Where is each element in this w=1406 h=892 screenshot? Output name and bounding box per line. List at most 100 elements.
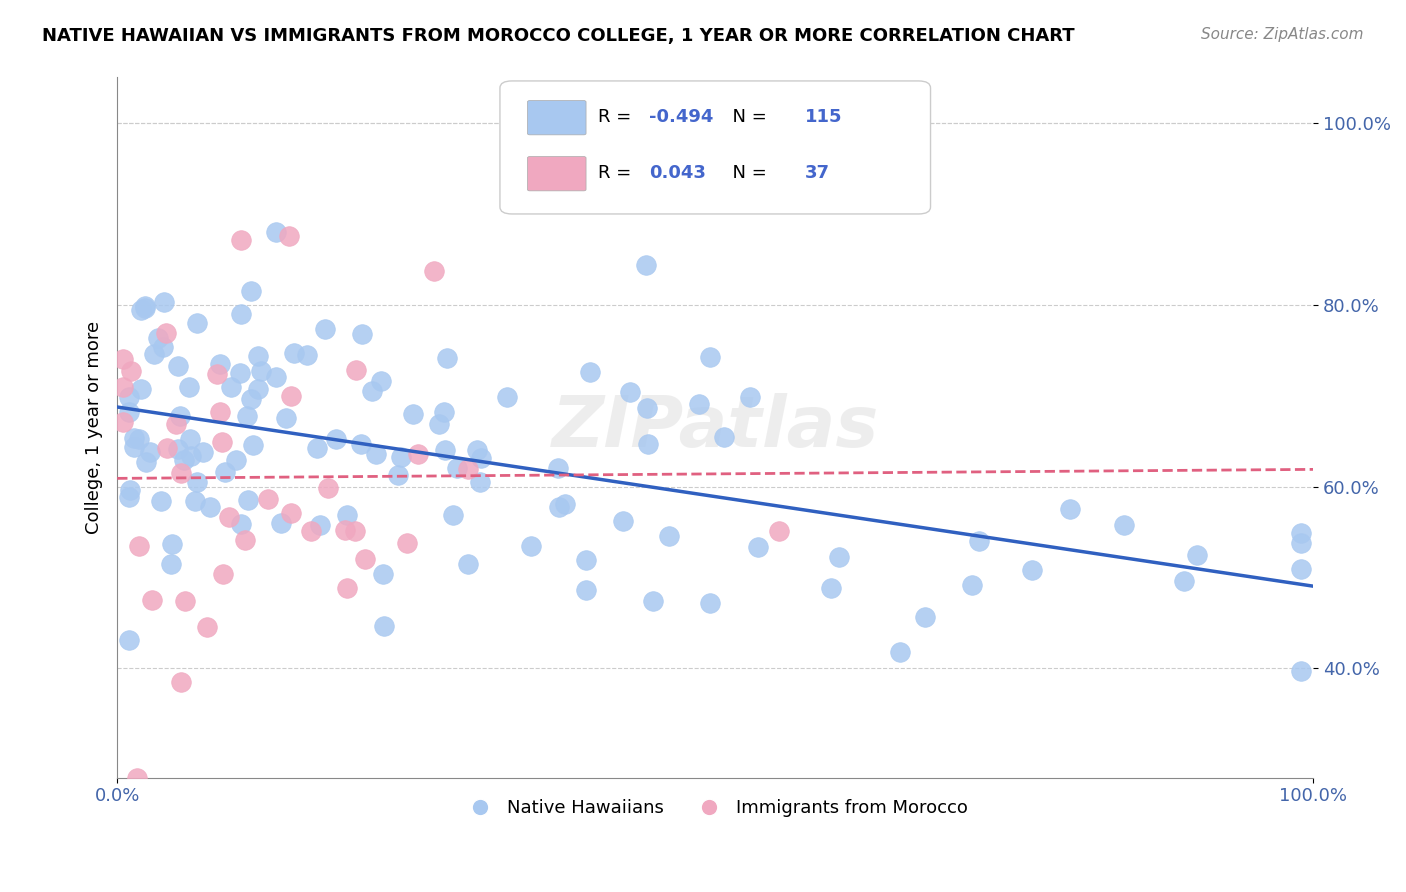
Immigrants from Morocco <box>128 539 150 553</box>
Native Hawaiians <box>688 397 710 411</box>
Immigrants from Morocco <box>173 593 195 607</box>
Native Hawaiians <box>118 390 141 404</box>
Native Hawaiians <box>960 578 983 592</box>
FancyBboxPatch shape <box>527 101 586 135</box>
Native Hawaiians <box>129 303 152 318</box>
Native Hawaiians <box>1187 549 1209 563</box>
Y-axis label: College, 1 year or more: College, 1 year or more <box>86 321 103 534</box>
Native Hawaiians <box>266 369 288 384</box>
Native Hawaiians <box>578 364 600 378</box>
Native Hawaiians <box>465 443 488 458</box>
FancyBboxPatch shape <box>527 157 586 191</box>
Native Hawaiians <box>264 225 287 239</box>
Immigrants from Morocco <box>335 524 357 538</box>
Native Hawaiians <box>373 619 395 633</box>
Native Hawaiians <box>219 380 242 394</box>
Native Hawaiians <box>214 465 236 479</box>
Native Hawaiians <box>242 438 264 452</box>
Immigrants from Morocco <box>170 466 193 480</box>
Native Hawaiians <box>1112 518 1135 533</box>
Immigrants from Morocco <box>212 567 235 582</box>
Text: R =: R = <box>598 164 637 182</box>
Native Hawaiians <box>967 534 990 549</box>
Immigrants from Morocco <box>112 352 135 367</box>
Native Hawaiians <box>160 557 183 571</box>
Text: ZIPatlas: ZIPatlas <box>551 393 879 462</box>
Native Hawaiians <box>169 409 191 423</box>
Native Hawaiians <box>658 529 681 543</box>
Immigrants from Morocco <box>112 380 135 394</box>
Immigrants from Morocco <box>423 263 446 277</box>
Native Hawaiians <box>433 443 456 458</box>
Native Hawaiians <box>231 516 253 531</box>
Text: NATIVE HAWAIIAN VS IMMIGRANTS FROM MOROCCO COLLEGE, 1 YEAR OR MORE CORRELATION C: NATIVE HAWAIIAN VS IMMIGRANTS FROM MOROC… <box>42 27 1074 45</box>
Native Hawaiians <box>314 322 336 336</box>
Native Hawaiians <box>180 449 202 463</box>
Immigrants from Morocco <box>280 389 302 403</box>
Native Hawaiians <box>122 440 145 454</box>
Immigrants from Morocco <box>195 620 218 634</box>
Native Hawaiians <box>118 405 141 419</box>
Native Hawaiians <box>250 364 273 378</box>
Native Hawaiians <box>229 308 252 322</box>
Immigrants from Morocco <box>280 507 302 521</box>
Native Hawaiians <box>636 401 658 415</box>
Immigrants from Morocco <box>156 441 179 455</box>
Native Hawaiians <box>914 610 936 624</box>
Immigrants from Morocco <box>155 326 177 340</box>
Native Hawaiians <box>236 492 259 507</box>
Native Hawaiians <box>200 500 222 514</box>
Native Hawaiians <box>247 382 270 396</box>
Native Hawaiians <box>402 408 425 422</box>
Text: N =: N = <box>721 108 773 127</box>
Native Hawaiians <box>496 390 519 404</box>
Native Hawaiians <box>436 351 458 365</box>
Native Hawaiians <box>209 357 232 371</box>
Native Hawaiians <box>179 380 201 394</box>
Native Hawaiians <box>457 557 479 571</box>
Native Hawaiians <box>1021 563 1043 577</box>
Native Hawaiians <box>352 327 374 342</box>
Native Hawaiians <box>387 467 409 482</box>
Text: -0.494: -0.494 <box>650 108 714 127</box>
Native Hawaiians <box>146 331 169 345</box>
Immigrants from Morocco <box>211 435 233 450</box>
Native Hawaiians <box>699 596 721 610</box>
Native Hawaiians <box>1173 574 1195 588</box>
Native Hawaiians <box>361 384 384 398</box>
Immigrants from Morocco <box>141 593 163 607</box>
Native Hawaiians <box>740 390 762 404</box>
Native Hawaiians <box>713 430 735 444</box>
Native Hawaiians <box>1291 536 1313 550</box>
Native Hawaiians <box>131 382 153 396</box>
Native Hawaiians <box>118 490 141 504</box>
Immigrants from Morocco <box>257 492 280 507</box>
Native Hawaiians <box>699 350 721 364</box>
Native Hawaiians <box>236 409 259 423</box>
Native Hawaiians <box>335 508 357 522</box>
Native Hawaiians <box>118 633 141 648</box>
Immigrants from Morocco <box>125 771 148 785</box>
Immigrants from Morocco <box>344 524 367 538</box>
Native Hawaiians <box>575 582 598 597</box>
Text: Source: ZipAtlas.com: Source: ZipAtlas.com <box>1201 27 1364 42</box>
Immigrants from Morocco <box>354 551 377 566</box>
Native Hawaiians <box>118 483 141 498</box>
Immigrants from Morocco <box>235 533 257 547</box>
Native Hawaiians <box>122 432 145 446</box>
Native Hawaiians <box>134 301 156 316</box>
Native Hawaiians <box>470 475 492 489</box>
Native Hawaiians <box>239 392 262 406</box>
Immigrants from Morocco <box>768 524 790 539</box>
Native Hawaiians <box>229 366 252 380</box>
Immigrants from Morocco <box>277 228 299 243</box>
Native Hawaiians <box>225 452 247 467</box>
Native Hawaiians <box>143 347 166 361</box>
Native Hawaiians <box>1291 562 1313 576</box>
Native Hawaiians <box>350 437 373 451</box>
Native Hawaiians <box>389 450 412 465</box>
Native Hawaiians <box>619 384 641 399</box>
Immigrants from Morocco <box>165 417 187 431</box>
Text: 37: 37 <box>806 164 830 182</box>
Native Hawaiians <box>441 508 464 522</box>
